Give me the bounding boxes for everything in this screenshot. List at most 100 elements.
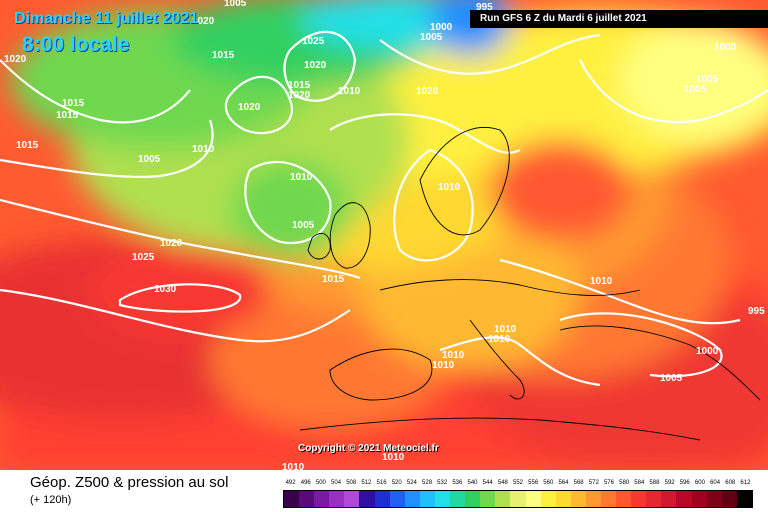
isobar-label: 1000 <box>696 346 719 357</box>
legend-tick-label: 572 <box>588 480 599 486</box>
legend-tick-label: 568 <box>573 480 584 486</box>
continent-outline <box>379 279 641 296</box>
legend-tick-label: 600 <box>694 480 705 486</box>
isobar-label: 1020 <box>160 238 183 249</box>
legend-tick-label: 504 <box>331 480 342 486</box>
isobar-label: 1015 <box>62 98 85 109</box>
footer-subtitle: (+ 120h) <box>30 494 72 506</box>
legend-swatch <box>465 491 481 507</box>
legend-tick-label: 516 <box>376 480 387 486</box>
color-legend <box>283 490 753 508</box>
legend-tick-label: 564 <box>558 480 569 486</box>
isobar-label: 995 <box>476 2 493 13</box>
legend-tick-label: 580 <box>619 480 630 486</box>
isobar-label: 1015 <box>16 140 39 151</box>
legend-swatch <box>419 491 435 507</box>
isobar <box>0 288 351 343</box>
isobar <box>393 148 474 262</box>
legend-tick-label: 548 <box>497 480 508 486</box>
isobar-label: 1015 <box>322 274 345 285</box>
legend-swatch <box>344 491 360 507</box>
isobar-label: 1020 <box>416 86 439 97</box>
legend-swatch <box>706 491 722 507</box>
legend-swatch <box>434 491 451 507</box>
legend-swatch <box>374 491 390 507</box>
footer-title: Géop. Z500 & pression au sol <box>30 474 229 491</box>
isobar <box>559 312 723 378</box>
isobar <box>379 33 601 75</box>
isobar-label: 1010 <box>438 182 461 193</box>
isobar-label: 995 <box>748 306 765 317</box>
legend-tick-labels: 492 496 500 504 508 512 516 520 524 528 532 536 540 5… <box>283 480 753 490</box>
isobar <box>224 75 293 135</box>
isobar-label: 1005 <box>292 220 315 231</box>
isobar <box>0 198 361 280</box>
legend-swatch <box>676 491 692 507</box>
isobar-label: 1025 <box>302 36 325 47</box>
copyright: Copyright © 2021 Meteociel.fr <box>298 443 439 454</box>
italy-outline <box>469 319 525 400</box>
isobar <box>579 59 768 123</box>
legend-tick-label: 588 <box>649 480 660 486</box>
legend-swatch <box>570 491 586 507</box>
legend-swatch <box>510 491 526 507</box>
legend-swatch <box>389 491 405 507</box>
isobar-label: 1030 <box>154 284 177 295</box>
legend-swatch <box>284 491 300 507</box>
isobar-label: 1005 <box>660 373 683 384</box>
legend-tick-label: 592 <box>664 480 675 486</box>
forecast-time: 8:00 locale <box>22 33 130 56</box>
iberia-outline <box>329 348 433 401</box>
isobar-label: 1010 <box>282 462 305 470</box>
legend-tick-label: 608 <box>725 480 736 486</box>
isobar-label: 1015 <box>212 50 235 61</box>
british-isles-outline <box>329 202 371 269</box>
isobar-label: 1020 <box>4 54 27 65</box>
ireland-outline <box>307 232 331 260</box>
legend-swatch <box>736 491 752 507</box>
isobar-label: 1010 <box>590 276 613 287</box>
isobar-label: 1005 <box>138 154 161 165</box>
legend-swatch <box>299 491 315 507</box>
legend-swatch <box>555 491 571 507</box>
legend-tick-label: 596 <box>679 480 690 486</box>
isobar-label: 1005 <box>696 74 719 85</box>
isobar-label: 1010 <box>432 360 455 371</box>
legend-tick-label: 512 <box>361 480 372 486</box>
coastlines <box>299 127 761 441</box>
legend-tick-label: 584 <box>634 480 645 486</box>
legend-tick-label: 492 <box>285 480 296 486</box>
legend-tick-label: 552 <box>512 480 524 486</box>
legend-swatch <box>646 491 662 507</box>
legend-swatch <box>540 491 556 507</box>
legend-swatch <box>495 491 511 507</box>
legend-tick-label: 556 <box>528 480 539 486</box>
run-banner: Run GFS 6 Z du Mardi 6 juillet 2021 <box>470 10 768 28</box>
north-africa-coast <box>299 417 701 441</box>
legend-tick-label: 560 <box>543 480 554 486</box>
forecast-date: Dimanche 11 juillet 2021 <box>14 10 199 27</box>
isobar-label: 1020 <box>238 102 261 113</box>
isobar-label: 1010 <box>192 144 215 155</box>
isobar-label: 1020 <box>304 60 327 71</box>
isobar <box>283 30 357 102</box>
legend-swatch <box>691 491 707 507</box>
isobar-label: 1020 <box>288 90 311 101</box>
isobar-label: 1005 <box>684 84 707 95</box>
isobar-label: 1015 <box>56 110 79 121</box>
legend-swatch <box>404 491 420 507</box>
isobar-label: 1010 <box>488 334 511 345</box>
isobar-label: 1015 <box>288 80 311 91</box>
isobar-label: 1000 <box>714 42 737 53</box>
isobar <box>499 258 741 325</box>
legend-swatch <box>525 491 541 507</box>
legend-tick-label: 508 <box>346 480 357 486</box>
isobar-label: 1010 <box>290 172 313 183</box>
isobar <box>0 59 191 124</box>
legend-swatch <box>450 491 466 507</box>
legend-tick-label: 528 <box>422 480 433 486</box>
isobar-labels: 1020 1015 1015 1015 1005 1010 1005 1020 … <box>4 0 765 470</box>
legend-tick-label: 576 <box>603 480 614 486</box>
legend-tick-label: 500 <box>315 480 326 486</box>
legend-swatch <box>616 491 632 507</box>
